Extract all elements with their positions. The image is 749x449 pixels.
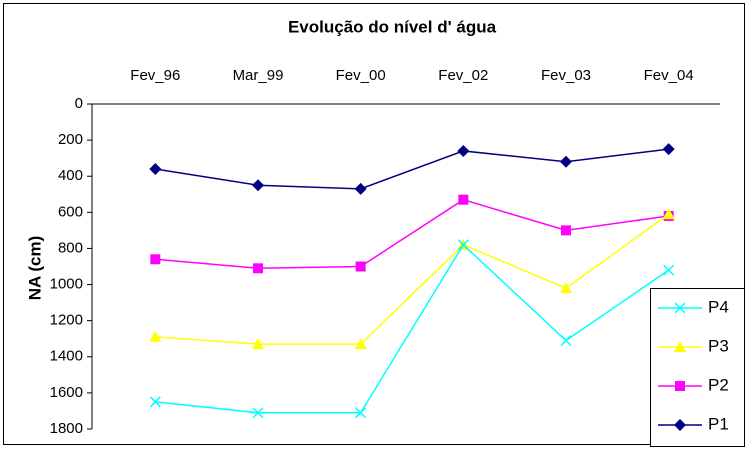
x-tick-label: Fev_00 bbox=[336, 67, 386, 84]
legend-box bbox=[650, 288, 745, 447]
series-line bbox=[155, 198, 669, 270]
marker bbox=[674, 341, 686, 352]
x-tick-label: Fev_02 bbox=[438, 67, 488, 84]
marker bbox=[662, 143, 675, 156]
marker bbox=[457, 144, 470, 157]
y-axis-label: NA (cm) bbox=[25, 236, 44, 301]
series-line bbox=[155, 243, 670, 414]
marker bbox=[354, 182, 367, 195]
y-tick-label: 0 bbox=[75, 95, 83, 112]
marker bbox=[675, 381, 685, 391]
chart-frame bbox=[3, 3, 745, 445]
marker bbox=[458, 194, 469, 205]
y-tick-label: 600 bbox=[58, 203, 83, 220]
marker bbox=[252, 338, 264, 350]
y-tick-label: 1800 bbox=[50, 420, 83, 437]
marker bbox=[150, 254, 161, 265]
y-tick-label: 200 bbox=[58, 131, 83, 148]
legend-label: P3 bbox=[708, 336, 729, 355]
marker bbox=[560, 282, 572, 294]
y-tick-label: 1200 bbox=[50, 312, 83, 329]
y-tick-label: 1600 bbox=[50, 384, 83, 401]
y-tick-label: 1000 bbox=[50, 276, 83, 293]
marker bbox=[355, 407, 367, 419]
marker bbox=[674, 302, 686, 314]
legend-label: P4 bbox=[708, 297, 729, 316]
marker bbox=[560, 155, 572, 168]
marker bbox=[457, 239, 469, 251]
marker bbox=[662, 208, 675, 220]
y-tick-label: 800 bbox=[58, 239, 83, 256]
x-tick-label: Fev_03 bbox=[541, 67, 591, 84]
chart-title: Evolução do nível d' água bbox=[288, 17, 497, 36]
x-tick-label: Mar_99 bbox=[233, 67, 284, 84]
legend-label: P2 bbox=[708, 375, 729, 394]
marker bbox=[355, 261, 366, 272]
legend-label: P1 bbox=[708, 414, 729, 433]
marker bbox=[252, 179, 264, 192]
marker bbox=[149, 330, 162, 342]
marker bbox=[253, 263, 263, 274]
series-line bbox=[155, 213, 670, 345]
marker bbox=[354, 338, 367, 350]
x-tick-label: Fev_96 bbox=[130, 67, 180, 84]
y-tick-label: 1400 bbox=[50, 348, 83, 365]
marker bbox=[560, 334, 572, 347]
marker bbox=[149, 396, 161, 408]
marker bbox=[561, 225, 571, 236]
marker bbox=[663, 264, 675, 276]
marker bbox=[252, 407, 264, 419]
x-tick-label: Fev_04 bbox=[644, 67, 694, 84]
series-line bbox=[155, 148, 669, 190]
y-tick-label: 400 bbox=[58, 167, 83, 184]
marker bbox=[149, 163, 162, 175]
marker bbox=[674, 419, 686, 431]
